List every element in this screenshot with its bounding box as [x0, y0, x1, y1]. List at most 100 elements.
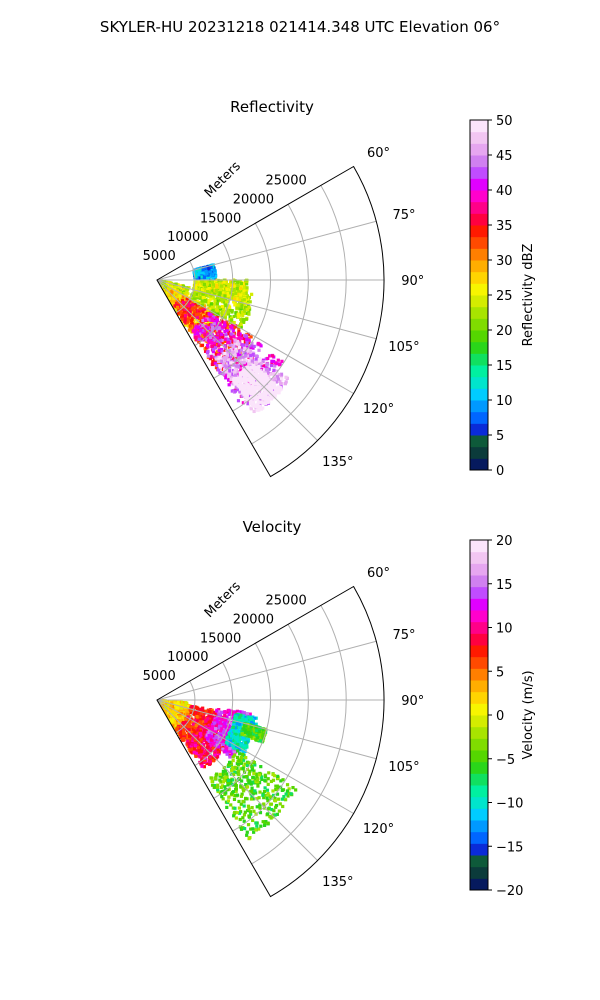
echo-cell [248, 388, 252, 393]
echo-cell [267, 391, 271, 395]
echo-cell [223, 358, 227, 362]
echo-cell [190, 743, 194, 747]
colorbar-swatch [470, 190, 488, 203]
echo-cell [225, 352, 229, 356]
echo-cell [205, 311, 209, 316]
echo-cell [225, 312, 229, 316]
echo-cell [194, 723, 198, 728]
echo-cell [196, 334, 200, 338]
echo-cell [207, 291, 211, 295]
echo-cell [245, 301, 249, 305]
echo-cell [211, 315, 215, 319]
echo-cell [272, 359, 276, 364]
echo-cell [175, 308, 179, 312]
echo-cell [218, 279, 222, 283]
echo-cell [189, 327, 194, 331]
echo-cell [212, 342, 217, 346]
echo-cell [239, 368, 243, 372]
colorbar-tick-label: 45 [496, 149, 513, 164]
echo-cell [198, 268, 202, 273]
echo-cell [254, 372, 258, 376]
echo-cell [214, 727, 218, 731]
echo-cell [198, 332, 202, 336]
echo-cell [206, 303, 210, 307]
echo-cell [225, 355, 229, 359]
echo-cell [170, 302, 175, 306]
colorbar-swatch [470, 446, 488, 459]
echo-cell [248, 401, 253, 405]
echo-cell [284, 375, 288, 379]
echo-cell [192, 296, 196, 300]
echo-cell [241, 363, 246, 368]
echo-cell [260, 372, 264, 376]
echo-cell [198, 330, 202, 335]
echo-cell [243, 362, 247, 366]
echo-cell [279, 381, 283, 385]
echo-cell [256, 380, 260, 384]
echo-cell [226, 341, 230, 345]
echo-cell [225, 320, 229, 324]
echo-cell [185, 290, 189, 294]
echo-cell [223, 344, 227, 348]
colorbar-swatch [470, 376, 488, 389]
echo-cell [232, 334, 236, 338]
echo-cell [216, 368, 221, 372]
echo-cell [214, 353, 219, 357]
echo-cell [200, 299, 204, 303]
echo-cell [271, 354, 275, 358]
echo-cell [244, 311, 248, 315]
echo-cell [172, 300, 176, 304]
echo-cell [223, 713, 227, 718]
echo-cell [236, 296, 241, 300]
echo-cell [225, 329, 229, 333]
echo-cell [180, 299, 185, 303]
echo-cell [182, 732, 186, 736]
echo-cell [232, 324, 236, 328]
echo-cell [199, 284, 204, 288]
echo-cell [265, 376, 269, 381]
echo-cell [238, 353, 242, 358]
echo-cell [244, 291, 248, 296]
echo-cell [230, 368, 234, 373]
echo-cell [183, 318, 187, 322]
echo-cell [232, 326, 236, 330]
echo-cell [217, 357, 221, 362]
echo-cell [210, 362, 214, 367]
echo-cell [263, 372, 267, 377]
echo-cell [228, 324, 233, 329]
echo-cell [251, 388, 256, 392]
echo-cell [215, 302, 219, 306]
echo-cell [222, 280, 226, 284]
echo-cell [255, 374, 259, 378]
echo-cell [228, 747, 232, 751]
echo-cell [273, 361, 278, 365]
echo-cell [251, 371, 255, 376]
echo-cell [261, 380, 265, 384]
echo-cell [260, 370, 264, 375]
echo-cell [239, 336, 244, 340]
echo-cell [189, 303, 193, 307]
echo-cell [257, 342, 261, 346]
echo-cell [189, 297, 194, 301]
figure-suptitle: SKYLER-HU 20231218 021414.348 UTC Elevat… [100, 18, 500, 36]
echo-cell [202, 730, 206, 734]
echo-cell [216, 359, 221, 363]
echo-cell [175, 705, 179, 710]
echo-cell [239, 293, 243, 297]
echo-cell [219, 284, 224, 288]
echo-cell [203, 315, 207, 319]
echo-cell [247, 336, 251, 340]
echo-cell [221, 293, 225, 297]
echo-cell [192, 291, 196, 295]
echo-cell [200, 335, 205, 339]
echo-cell [220, 310, 224, 314]
echo-cell [218, 370, 222, 375]
echo-cell [210, 272, 214, 276]
colorbar-tick-label: 0 [496, 464, 504, 479]
echo-cell [206, 737, 210, 741]
echo-cell [259, 407, 264, 411]
echo-cell [213, 292, 217, 296]
echo-cell [196, 273, 200, 277]
echo-cell [220, 327, 224, 331]
